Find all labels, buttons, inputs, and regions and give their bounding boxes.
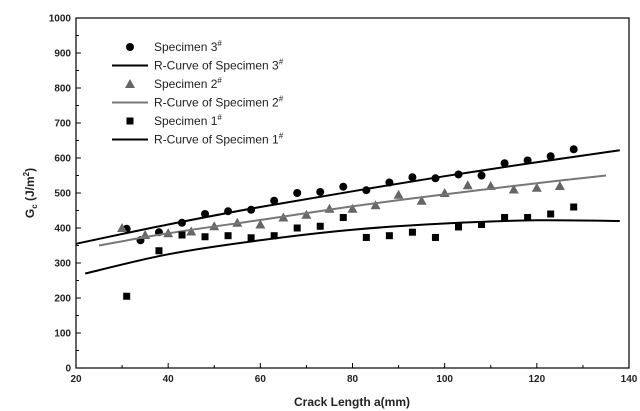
series-5 [84, 219, 620, 275]
y-tick-label: 700 [54, 119, 71, 130]
y-axis-title-sub: c [30, 204, 39, 209]
data-point [186, 226, 197, 236]
y-tick-label: 900 [54, 49, 71, 60]
data-point [454, 223, 462, 231]
data-point [385, 232, 393, 240]
data-point [247, 234, 255, 242]
data-point [508, 184, 519, 194]
legend: Specimen 3# R-Curve of Specimen 3# Specime… [112, 39, 284, 147]
x-axis-title: Crack Length a(mm) [294, 395, 410, 409]
data-point [416, 195, 427, 205]
y-tick-label: 500 [54, 189, 71, 200]
x-tick-label: 40 [163, 374, 175, 385]
r-curve-line [84, 219, 620, 275]
legend-marker-swatch [126, 117, 134, 125]
data-point [431, 233, 439, 241]
legend-label-sup: # [217, 113, 222, 122]
data-point [117, 223, 128, 232]
legend-entry: R-Curve of Specimen 1# [112, 132, 284, 147]
x-tick-label: 80 [347, 374, 359, 385]
data-point [570, 203, 578, 211]
data-point [316, 187, 325, 196]
data-point [393, 189, 404, 199]
legend-entry: Specimen 1# [126, 113, 222, 128]
legend-label-sup: # [279, 95, 284, 104]
legend-label: Specimen 2# [154, 76, 222, 91]
y-axis-title-unit-end: ) [23, 168, 37, 172]
data-point [531, 182, 542, 192]
data-point [478, 221, 486, 228]
y-tick-label: 1000 [49, 14, 72, 25]
r-curve-line [98, 174, 607, 247]
y-tick-label: 600 [54, 154, 71, 165]
y-axis-ticks: 0 100 200 300 400 500 600 700 800 900 1000 [49, 14, 81, 375]
y-tick-label: 300 [54, 259, 71, 270]
r-curve-line [75, 149, 620, 245]
data-point [462, 180, 473, 190]
data-point [301, 209, 312, 219]
data-point [316, 222, 324, 230]
series-1 [75, 149, 620, 245]
legend-marker-swatch [126, 43, 134, 51]
data-point [201, 233, 209, 241]
x-tick-label: 20 [70, 374, 82, 385]
y-tick-label: 800 [54, 84, 71, 95]
data-point [293, 224, 301, 232]
data-point [408, 228, 416, 236]
data-point [524, 214, 532, 221]
data-point [339, 214, 347, 221]
data-point [155, 247, 163, 255]
legend-label-sup: # [279, 132, 284, 141]
data-point [224, 232, 232, 240]
legend-label-sup: # [279, 58, 284, 67]
data-point [362, 233, 370, 241]
data-point [500, 159, 509, 168]
x-tick-label: 100 [436, 374, 453, 385]
legend-label: R-Curve of Specimen 2# [154, 95, 284, 110]
y-tick-label: 400 [54, 224, 71, 235]
legend-label-sup: # [217, 39, 222, 48]
data-point [501, 214, 509, 221]
legend-entry: R-Curve of Specimen 3# [112, 58, 284, 73]
data-point [546, 152, 555, 161]
data-point [270, 196, 279, 205]
data-point [255, 219, 266, 229]
legend-entry: Specimen 2# [125, 76, 222, 91]
data-point [477, 171, 486, 180]
y-tick-label: 100 [54, 329, 71, 340]
series-4 [123, 203, 578, 300]
data-point [569, 145, 578, 154]
data-point [270, 232, 278, 240]
y-axis-title-unit: (J/m [23, 176, 37, 204]
legend-label-sup: # [217, 76, 222, 85]
legend-entry: Specimen 3# [126, 39, 222, 54]
data-point [547, 210, 555, 218]
data-point [123, 292, 131, 300]
data-point [293, 189, 302, 197]
series-layer [75, 145, 620, 300]
legend-label: Specimen 1# [154, 113, 222, 128]
legend-entry: R-Curve of Specimen 2# [112, 95, 284, 110]
data-point [554, 181, 565, 190]
data-point [370, 200, 381, 210]
x-tick-label: 120 [528, 374, 545, 385]
series-3 [98, 174, 607, 247]
y-tick-label: 200 [54, 294, 71, 305]
legend-marker-swatch [125, 79, 135, 88]
y-axis-title-unit-sup: 2 [22, 171, 31, 176]
data-point [339, 182, 348, 191]
data-point [178, 231, 186, 239]
y-axis-title: Gc (J/m2) [22, 168, 39, 218]
legend-label: R-Curve of Specimen 1# [154, 132, 284, 147]
legend-label: R-Curve of Specimen 3# [154, 58, 284, 73]
data-point [408, 173, 417, 182]
x-axis-ticks: 20 40 60 80 100 120 140 [70, 363, 638, 385]
legend-label: Specimen 3# [154, 39, 222, 54]
x-tick-label: 60 [255, 374, 267, 385]
data-point [347, 203, 358, 213]
y-tick-label: 0 [65, 364, 71, 375]
x-tick-label: 140 [621, 374, 638, 385]
